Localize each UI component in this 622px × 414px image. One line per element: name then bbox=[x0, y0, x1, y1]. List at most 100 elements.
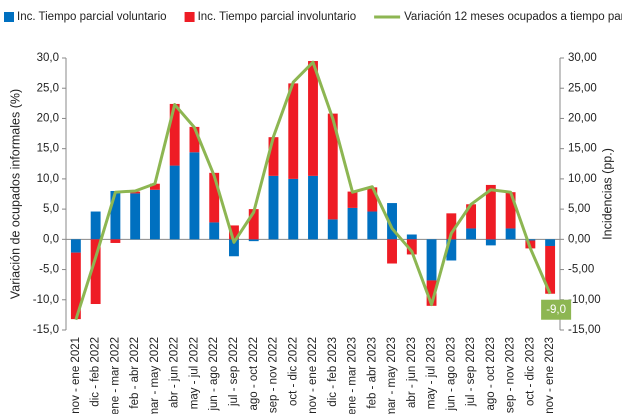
x-tick-label: ene - mar 2022 bbox=[109, 337, 121, 414]
y-tick-label: -15,0 bbox=[33, 324, 59, 336]
bar bbox=[189, 152, 200, 240]
bar bbox=[288, 83, 299, 179]
bar bbox=[466, 228, 477, 240]
x-tick-label: jul - sep 2023 bbox=[465, 337, 477, 407]
y-tick-label: 30,0 bbox=[37, 52, 59, 64]
bar bbox=[406, 234, 417, 240]
x-tick-label: nov - ene 2021 bbox=[70, 337, 82, 414]
y-tick-label: 25,0 bbox=[37, 82, 59, 94]
y2-tick-label: 15,00 bbox=[568, 143, 597, 155]
x-tick-label: jun - ago 2023 bbox=[445, 337, 457, 412]
bar bbox=[149, 183, 160, 190]
bar bbox=[308, 61, 318, 176]
y2-tick-label: 20,00 bbox=[568, 112, 597, 124]
x-tick-label: oct - dic 2022 bbox=[287, 337, 299, 406]
bar bbox=[130, 191, 141, 194]
bar bbox=[466, 204, 477, 229]
bar bbox=[327, 113, 338, 220]
x-tick-label: dic - feb 2022 bbox=[90, 337, 102, 407]
y-tick-label: 15,0 bbox=[37, 143, 59, 155]
x-tick-label: abr - jun 2022 bbox=[169, 337, 181, 408]
legend-label: Inc. Tiempo parcial involuntario bbox=[198, 11, 357, 23]
x-tick-label: ago - oct 2023 bbox=[485, 337, 497, 411]
x-tick-label: feb - abr 2022 bbox=[129, 337, 141, 409]
annotation-box bbox=[541, 299, 572, 320]
bar bbox=[327, 219, 338, 240]
x-tick-label: may - jul 2022 bbox=[188, 337, 200, 409]
x-tick-label: jun - ago 2022 bbox=[208, 337, 220, 412]
bar bbox=[70, 252, 81, 320]
bar bbox=[248, 209, 259, 240]
bar bbox=[130, 193, 141, 240]
y2-tick-label: 0,00 bbox=[568, 233, 590, 245]
annotation: -9,0 bbox=[546, 304, 566, 316]
y2-tick-label: -10,00 bbox=[568, 294, 601, 306]
x-tick-label: oct - dic 2023 bbox=[524, 337, 536, 406]
legend-swatch bbox=[4, 12, 14, 22]
bar bbox=[367, 211, 378, 240]
x-tick-label: jul - sep 2022 bbox=[228, 337, 240, 407]
bar bbox=[189, 126, 200, 153]
bar bbox=[288, 178, 299, 240]
x-tick-label: feb - abr 2023 bbox=[366, 337, 378, 409]
y-tick-label: -10,0 bbox=[33, 294, 59, 306]
x-tick-label: may - jul 2023 bbox=[426, 337, 438, 409]
bar bbox=[426, 280, 437, 306]
bar bbox=[90, 211, 101, 240]
x-tick-label: ene - mar 2023 bbox=[347, 337, 359, 414]
bar bbox=[268, 175, 279, 240]
y2-axis-title: Incidencias (pp.) bbox=[600, 148, 614, 240]
x-tick-label: mar - may 2022 bbox=[149, 337, 161, 414]
bar bbox=[169, 103, 180, 166]
bar bbox=[209, 222, 220, 240]
bar bbox=[505, 192, 516, 229]
bar bbox=[248, 239, 259, 242]
x-tick-label: mar - may 2023 bbox=[386, 337, 398, 414]
bar bbox=[505, 228, 516, 240]
x-tick-label: abr - jun 2023 bbox=[406, 337, 418, 408]
bar bbox=[485, 184, 496, 240]
bar bbox=[367, 187, 378, 212]
y-axis-title: Variación de ocupados informales (%) bbox=[8, 89, 22, 299]
bar bbox=[446, 239, 457, 261]
y-tick-label: 10,0 bbox=[37, 173, 59, 185]
bar bbox=[406, 239, 417, 255]
bar bbox=[387, 203, 397, 240]
bar bbox=[545, 245, 556, 294]
bar bbox=[347, 207, 358, 240]
y2-tick-label: 25,00 bbox=[568, 82, 597, 94]
y-tick-label: 0,0 bbox=[43, 233, 59, 245]
bar bbox=[70, 239, 81, 253]
legend-label: Inc. Tiempo parcial voluntario bbox=[17, 11, 167, 23]
legend-label: Variación 12 meses ocupados a tiempo par… bbox=[404, 11, 622, 23]
x-tick-label: dic - feb 2023 bbox=[327, 337, 339, 407]
bar bbox=[229, 225, 239, 240]
bar bbox=[149, 189, 160, 240]
bar bbox=[387, 239, 397, 264]
bar bbox=[169, 165, 180, 240]
bar bbox=[485, 239, 496, 246]
y-tick-label: 20,0 bbox=[37, 112, 59, 124]
bar bbox=[110, 239, 121, 243]
y2-tick-label: 10,00 bbox=[568, 173, 597, 185]
line bbox=[74, 60, 552, 321]
x-tick-label: sep - nov 2022 bbox=[268, 337, 280, 413]
y2-tick-label: 5,00 bbox=[568, 203, 590, 215]
y2-tick-label: 30,00 bbox=[568, 52, 597, 64]
x-tick-label: ago - oct 2022 bbox=[248, 337, 260, 411]
bar bbox=[308, 175, 318, 240]
y2-tick-label: -15,00 bbox=[568, 324, 601, 336]
bar bbox=[90, 239, 101, 305]
bar bbox=[426, 239, 437, 281]
bar bbox=[110, 190, 121, 240]
bar bbox=[209, 172, 220, 223]
bar bbox=[525, 239, 536, 241]
bar bbox=[545, 239, 556, 246]
bar bbox=[446, 213, 457, 240]
y2-tick-label: -5,00 bbox=[568, 264, 594, 276]
bar bbox=[347, 191, 358, 208]
legend-swatch bbox=[184, 12, 195, 22]
x-tick-label: sep - nov 2023 bbox=[505, 337, 517, 413]
x-tick-label: nov - ene 2023 bbox=[544, 337, 556, 414]
